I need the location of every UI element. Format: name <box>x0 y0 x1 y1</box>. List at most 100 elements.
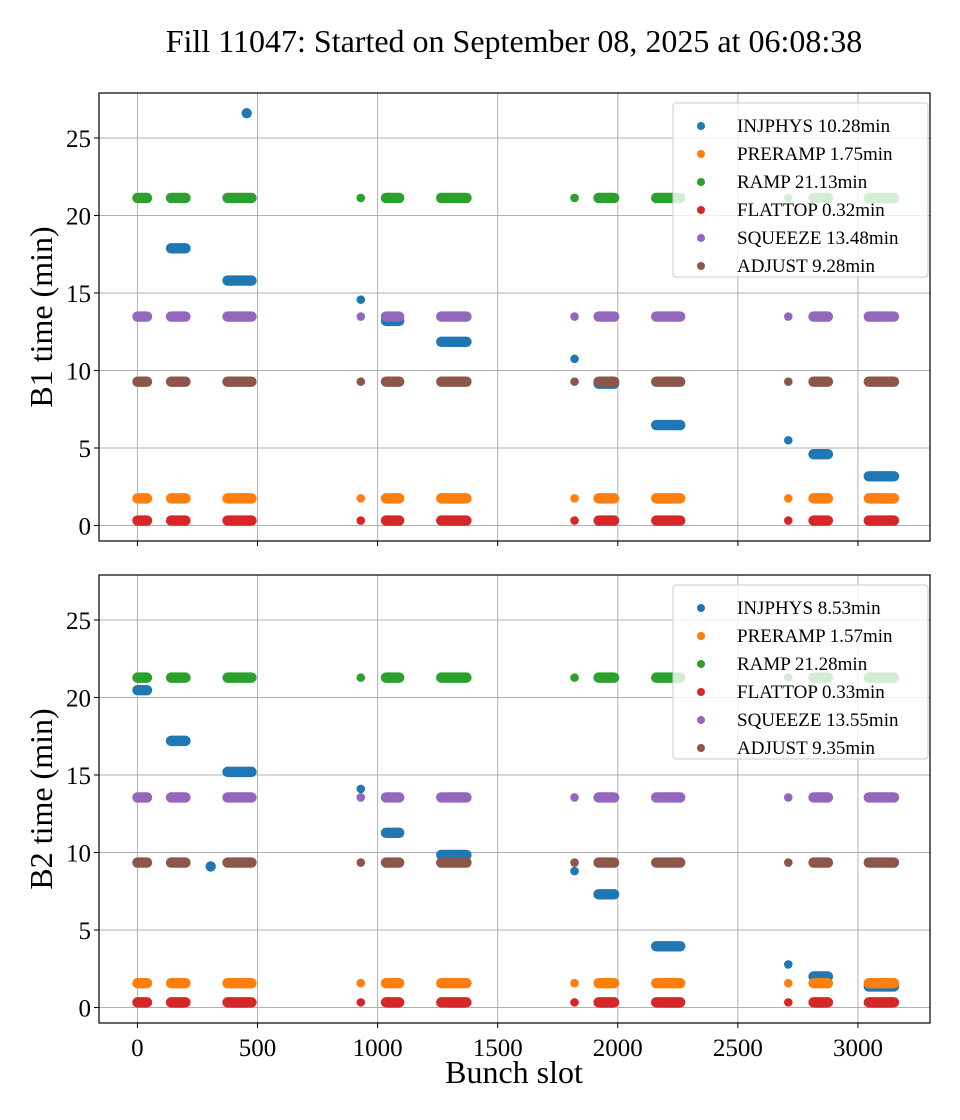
data-point-squeeze <box>783 793 793 802</box>
data-point-cluster-flattop <box>132 515 153 526</box>
legend-box <box>672 584 929 760</box>
legend-item-preramp: PRERAMP 1.75min <box>697 144 893 165</box>
data-point-cluster-preramp <box>808 493 834 504</box>
data-point-cluster-ramp <box>593 672 620 683</box>
data-point-cluster-squeeze <box>165 311 191 322</box>
legend: INJPHYS 8.53min PRERAMP 1.57min RAMP 21.28… <box>672 584 929 760</box>
data-point-cluster-adjust <box>593 857 620 868</box>
data-point-preramp <box>570 494 579 503</box>
data-point-cluster-preramp <box>436 977 472 989</box>
x-tick-label: 2000 <box>593 1035 643 1062</box>
data-point-injphys <box>570 354 579 364</box>
data-point-squeeze <box>783 312 793 321</box>
data-point-injphys <box>205 861 216 872</box>
legend-label-ramp: RAMP 21.13min <box>737 172 868 193</box>
data-point-cluster-flattop <box>808 997 834 1008</box>
data-point-cluster-squeeze <box>863 311 900 322</box>
data-point-preramp <box>356 494 366 503</box>
data-point-cluster-adjust <box>436 376 472 387</box>
data-point-cluster-squeeze <box>222 311 257 322</box>
data-point-cluster-squeeze <box>436 311 472 322</box>
data-point-cluster-preramp <box>651 493 686 504</box>
data-point-cluster-adjust <box>808 857 834 868</box>
y-tick-label: 25 <box>66 126 91 153</box>
data-point-cluster-squeeze <box>863 792 900 803</box>
y-tick-label: 0 <box>79 995 92 1022</box>
legend-marker-preramp <box>697 150 705 158</box>
y-tick-label: 15 <box>66 763 91 790</box>
legend-label-squeeze: SQUEEZE 13.48min <box>737 228 899 249</box>
data-point-cluster-preramp <box>380 977 405 989</box>
legend-marker-adjust <box>697 262 705 270</box>
legend-label-flattop: FLATTOP 0.32min <box>737 200 885 221</box>
legend-marker-injphys <box>697 604 705 612</box>
legend-item-injphys: INJPHYS 10.28min <box>697 116 891 137</box>
chart-title: Fill 11047: Started on September 08, 202… <box>166 23 863 59</box>
data-point-injphys <box>570 866 579 876</box>
data-point-cluster-preramp <box>222 493 257 504</box>
data-point-cluster-flattop <box>651 515 686 526</box>
data-point-cluster-ramp <box>436 672 472 683</box>
legend-item-adjust: ADJUST 9.35min <box>697 738 875 759</box>
data-point-adjust <box>570 377 579 386</box>
data-point-cluster-adjust <box>651 376 686 387</box>
data-point-ramp <box>570 193 579 203</box>
data-point-flattop <box>356 516 366 525</box>
data-point-cluster-injphys <box>651 419 686 431</box>
data-point-injphys <box>783 960 793 969</box>
data-point-cluster-injphys <box>222 275 257 286</box>
legend-label-preramp: PRERAMP 1.75min <box>737 144 893 165</box>
y-tick-label: 25 <box>66 608 91 635</box>
x-tick-label: 3000 <box>833 1035 883 1062</box>
data-point-cluster-flattop <box>436 515 472 526</box>
data-point-cluster-injphys <box>380 827 405 838</box>
data-point-cluster-ramp <box>222 672 257 683</box>
legend-item-injphys: INJPHYS 8.53min <box>697 598 881 619</box>
legend-label-ramp: RAMP 21.28min <box>737 654 868 675</box>
data-point-cluster-squeeze <box>165 792 191 803</box>
data-point-cluster-ramp <box>222 192 257 204</box>
data-point-cluster-adjust <box>436 857 472 868</box>
data-point-adjust <box>570 858 579 867</box>
data-point-cluster-injphys <box>593 889 620 900</box>
data-point-cluster-preramp <box>132 977 153 989</box>
data-point-cluster-flattop <box>593 515 620 526</box>
data-point-squeeze <box>356 793 366 802</box>
legend-marker-flattop <box>697 688 705 696</box>
data-point-cluster-flattop <box>380 997 405 1008</box>
legend-label-adjust: ADJUST 9.28min <box>737 256 875 277</box>
legend-item-ramp: RAMP 21.13min <box>697 172 868 193</box>
data-point-cluster-adjust <box>222 857 257 868</box>
data-point-cluster-flattop <box>593 997 620 1008</box>
data-point-cluster-adjust <box>863 376 900 387</box>
data-point-cluster-ramp <box>593 192 620 204</box>
data-point-cluster-flattop <box>132 997 153 1008</box>
legend-marker-ramp <box>697 660 705 668</box>
data-point-cluster-ramp <box>165 672 191 683</box>
data-point-flattop <box>570 998 579 1007</box>
data-point-cluster-preramp <box>132 493 153 504</box>
legend-label-injphys: INJPHYS 10.28min <box>737 116 891 137</box>
data-point-cluster-preramp <box>593 493 620 504</box>
y-axis-label: B1 time (min) <box>23 226 59 407</box>
data-point-cluster-ramp <box>165 192 191 204</box>
data-point-flattop <box>783 998 793 1007</box>
data-point-cluster-squeeze <box>132 792 153 803</box>
data-point-cluster-squeeze <box>593 311 620 322</box>
legend-box <box>672 102 929 278</box>
x-axis-label: Bunch slot <box>445 1054 583 1090</box>
data-point-adjust <box>783 858 793 867</box>
y-tick-label: 15 <box>66 281 91 308</box>
legend-item-squeeze: SQUEEZE 13.48min <box>697 228 899 249</box>
legend-item-flattop: FLATTOP 0.32min <box>697 200 885 221</box>
data-point-cluster-preramp <box>165 977 191 989</box>
data-point-cluster-flattop <box>808 515 834 526</box>
data-point-cluster-adjust <box>863 857 900 868</box>
data-point-cluster-injphys <box>165 735 191 747</box>
legend-item-squeeze: SQUEEZE 13.55min <box>697 710 899 731</box>
data-point-ramp <box>570 673 579 682</box>
data-point-cluster-ramp <box>380 192 405 204</box>
data-point-cluster-adjust <box>808 376 834 387</box>
data-point-preramp <box>783 494 793 503</box>
